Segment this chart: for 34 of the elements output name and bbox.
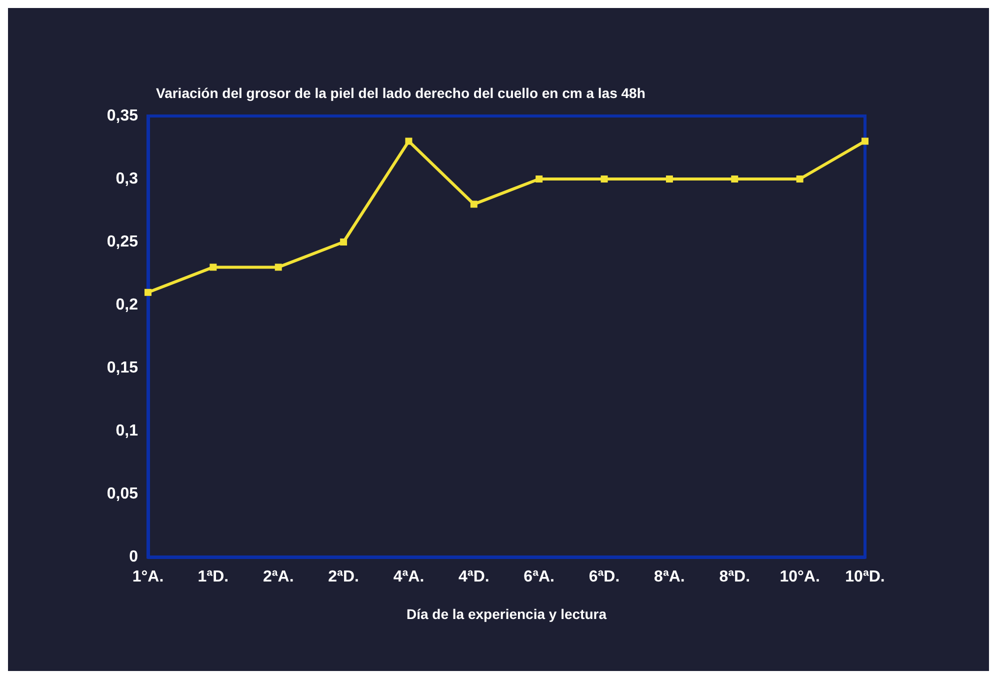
x-tick-label: 2ªA.: [262, 568, 294, 586]
y-tick-label: 0,3: [116, 170, 138, 188]
x-tick-label: 6ªA.: [524, 568, 555, 586]
y-tick-label: 0: [129, 548, 138, 566]
x-tick-label: 10ªD.: [845, 568, 885, 586]
point: [796, 176, 804, 182]
point: [340, 238, 348, 246]
point: [470, 200, 478, 208]
chart-title: Variación del grosor de la piel del lado derecho del cuello en cm a las 48h: [156, 85, 646, 101]
x-tick-label: 8ªA.: [654, 568, 685, 586]
point: [405, 138, 412, 145]
x-tick-label: 4ªD.: [458, 568, 490, 586]
point: [536, 176, 543, 182]
x-tick-label: 6ªD.: [588, 568, 620, 586]
x-tick-label: 2ªD.: [328, 568, 359, 586]
y-tick-label: 0,1: [116, 422, 138, 440]
x-tick-label: 10°A.: [780, 568, 820, 586]
y-tick-label: 0,05: [106, 486, 138, 502]
point: [144, 288, 152, 296]
point: [862, 138, 868, 145]
point: [210, 264, 217, 271]
y-tick-label: 0,15: [106, 360, 138, 376]
x-tick-label: 1ªD.: [198, 568, 229, 586]
point: [600, 176, 608, 182]
x-axis-title: Día de la experiencia y lectura: [406, 606, 607, 622]
x-tick-label: 4ªA.: [393, 568, 424, 586]
y-tick-label: 0,2: [116, 296, 138, 314]
point: [731, 176, 738, 182]
x-tick-label: 8ªD.: [719, 568, 750, 586]
y-tick-label: 0,25: [106, 234, 138, 250]
point: [274, 264, 282, 271]
x-tick-label: 1°A.: [132, 568, 164, 586]
point: [666, 176, 673, 182]
y-tick-label: 0,35: [106, 108, 138, 124]
